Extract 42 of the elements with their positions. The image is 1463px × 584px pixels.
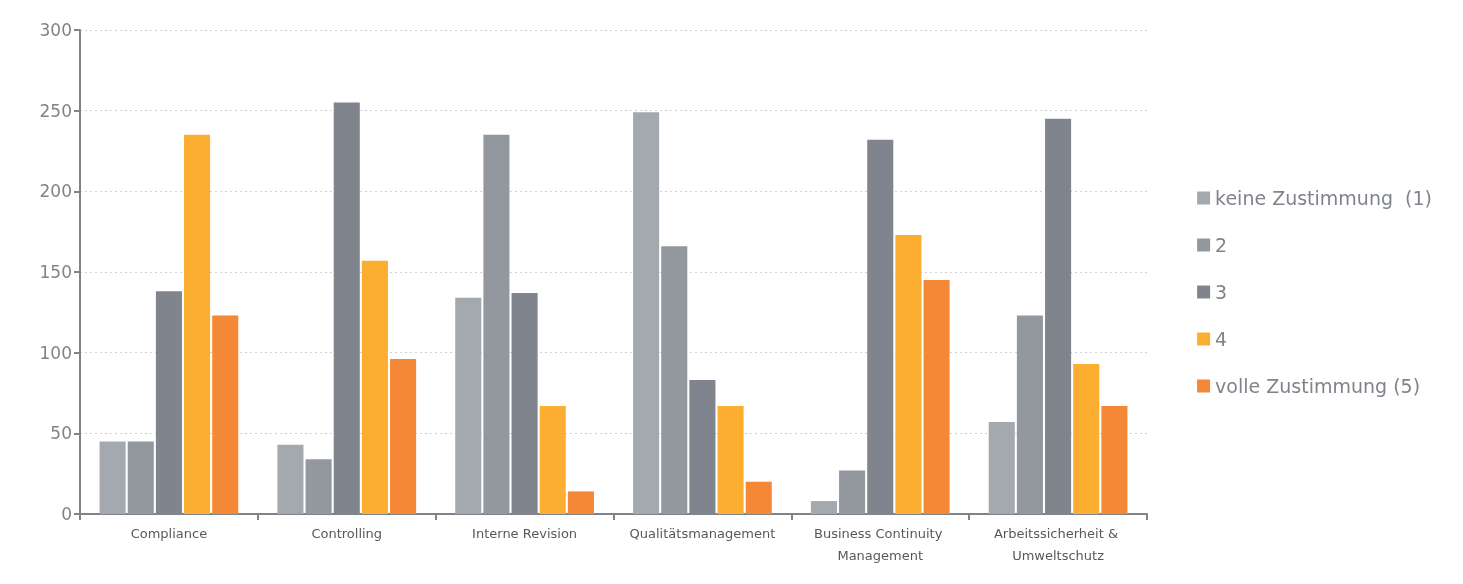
bar (390, 359, 417, 514)
x-tick-label: Compliance (130, 525, 208, 541)
bar (539, 405, 566, 514)
bar (839, 470, 866, 514)
bar (661, 246, 688, 514)
y-tick-label: 100 (39, 342, 72, 363)
bar (1016, 315, 1043, 514)
x-tick-label: Controlling (311, 525, 383, 541)
bar (483, 134, 510, 514)
bar (567, 491, 594, 514)
y-tick-label: 300 (39, 20, 72, 40)
bar (745, 481, 772, 514)
y-tick-label: 250 (39, 100, 72, 121)
legend-label: 4 (1215, 328, 1228, 350)
y-tick-label: 150 (39, 262, 72, 282)
bar (184, 134, 211, 514)
legend-label: 3 (1215, 281, 1228, 303)
x-tick-label: Qualitätsmanagement (629, 525, 776, 541)
bar (1101, 405, 1128, 514)
bar (895, 234, 922, 514)
bar (455, 297, 482, 514)
bar (1073, 363, 1100, 514)
legend-label: keine Zustimmung (1) (1215, 187, 1432, 209)
y-tick-label: 0 (61, 504, 72, 524)
bar (127, 441, 154, 514)
bar (810, 501, 837, 514)
y-tick-label: 200 (39, 181, 72, 202)
bar (99, 441, 126, 514)
bar (212, 315, 239, 514)
x-tick-label: Arbeitssicherheit & Umweltschutz (993, 525, 1123, 563)
legend-label: volle Zustimmung (5) (1215, 375, 1421, 397)
x-tick-label: Business Continuity Management (814, 525, 947, 563)
x-tick-label: Interne Revision (472, 525, 578, 541)
bar (277, 444, 304, 514)
bar (988, 422, 1015, 514)
bar (361, 260, 388, 514)
legend-label: 2 (1215, 234, 1228, 256)
bar (633, 112, 660, 514)
bar (305, 459, 332, 514)
bar (717, 405, 744, 514)
bar (923, 280, 950, 514)
y-tick-label: 50 (50, 423, 72, 444)
